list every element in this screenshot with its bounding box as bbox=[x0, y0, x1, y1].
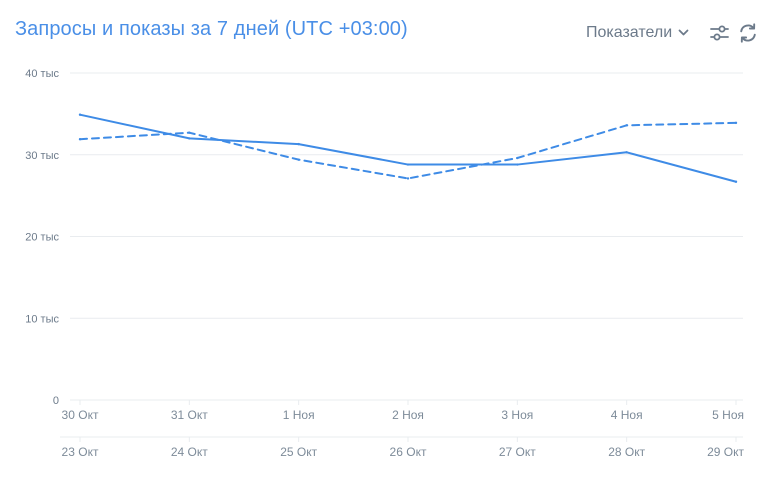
data-point-previous bbox=[297, 158, 300, 161]
sliders-icon[interactable] bbox=[709, 22, 731, 44]
series-line-previous bbox=[79, 121, 737, 180]
data-point-current bbox=[406, 163, 410, 166]
x-tick-label-previous: 27 Окт bbox=[499, 445, 536, 459]
chevron-down-icon bbox=[678, 29, 689, 37]
x-tick-label: 1 Ноя bbox=[283, 408, 315, 422]
x-tick-label-previous: 24 Окт bbox=[171, 445, 208, 459]
data-point-current bbox=[297, 142, 300, 146]
x-tick-label-previous: 23 Окт bbox=[62, 445, 99, 459]
x-tick-label-previous: 25 Окт bbox=[280, 445, 317, 459]
x-tick-label-previous: 26 Окт bbox=[390, 445, 427, 459]
x-tick-label: 3 Ноя bbox=[501, 408, 533, 422]
data-point-current bbox=[188, 137, 191, 140]
data-point-previous bbox=[625, 124, 628, 127]
x-tick-label-previous: 28 Окт bbox=[608, 445, 645, 459]
x-tick-label: 4 Ноя bbox=[611, 408, 643, 422]
y-tick-label: 40 тыс bbox=[25, 68, 59, 80]
data-point-current bbox=[516, 163, 519, 166]
data-point-current bbox=[734, 180, 738, 183]
y-tick-label: 30 тыс bbox=[25, 150, 59, 162]
x-tick-label-previous: 29 Окт bbox=[707, 445, 744, 459]
y-tick-label: 10 тыс bbox=[25, 313, 59, 325]
y-tick-label: 0 bbox=[53, 395, 59, 407]
metrics-dropdown-label: Показатели bbox=[586, 24, 673, 41]
x-tick-label: 30 Окт bbox=[62, 408, 99, 422]
data-point-previous bbox=[516, 156, 519, 160]
x-tick-label: 5 Ноя bbox=[712, 408, 744, 422]
widget-title: Запросы и показы за 7 дней (UTC +03:00) bbox=[15, 18, 408, 40]
refresh-icon[interactable] bbox=[737, 22, 759, 44]
data-point-previous bbox=[78, 138, 82, 141]
y-tick-label: 20 тыс bbox=[25, 232, 59, 244]
data-point-previous bbox=[734, 121, 738, 125]
metrics-dropdown[interactable]: Показатели bbox=[586, 22, 689, 44]
x-tick-label: 2 Ноя bbox=[392, 408, 424, 422]
data-point-previous bbox=[406, 177, 410, 180]
data-point-current bbox=[625, 151, 628, 154]
x-tick-label: 31 Окт bbox=[171, 408, 208, 422]
data-point-current bbox=[78, 113, 82, 116]
data-point-previous bbox=[188, 131, 191, 134]
